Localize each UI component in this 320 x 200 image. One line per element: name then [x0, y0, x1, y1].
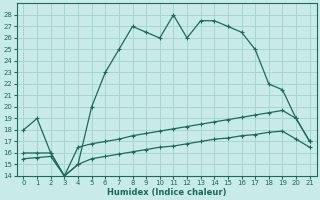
X-axis label: Humidex (Indice chaleur): Humidex (Indice chaleur) — [107, 188, 226, 197]
